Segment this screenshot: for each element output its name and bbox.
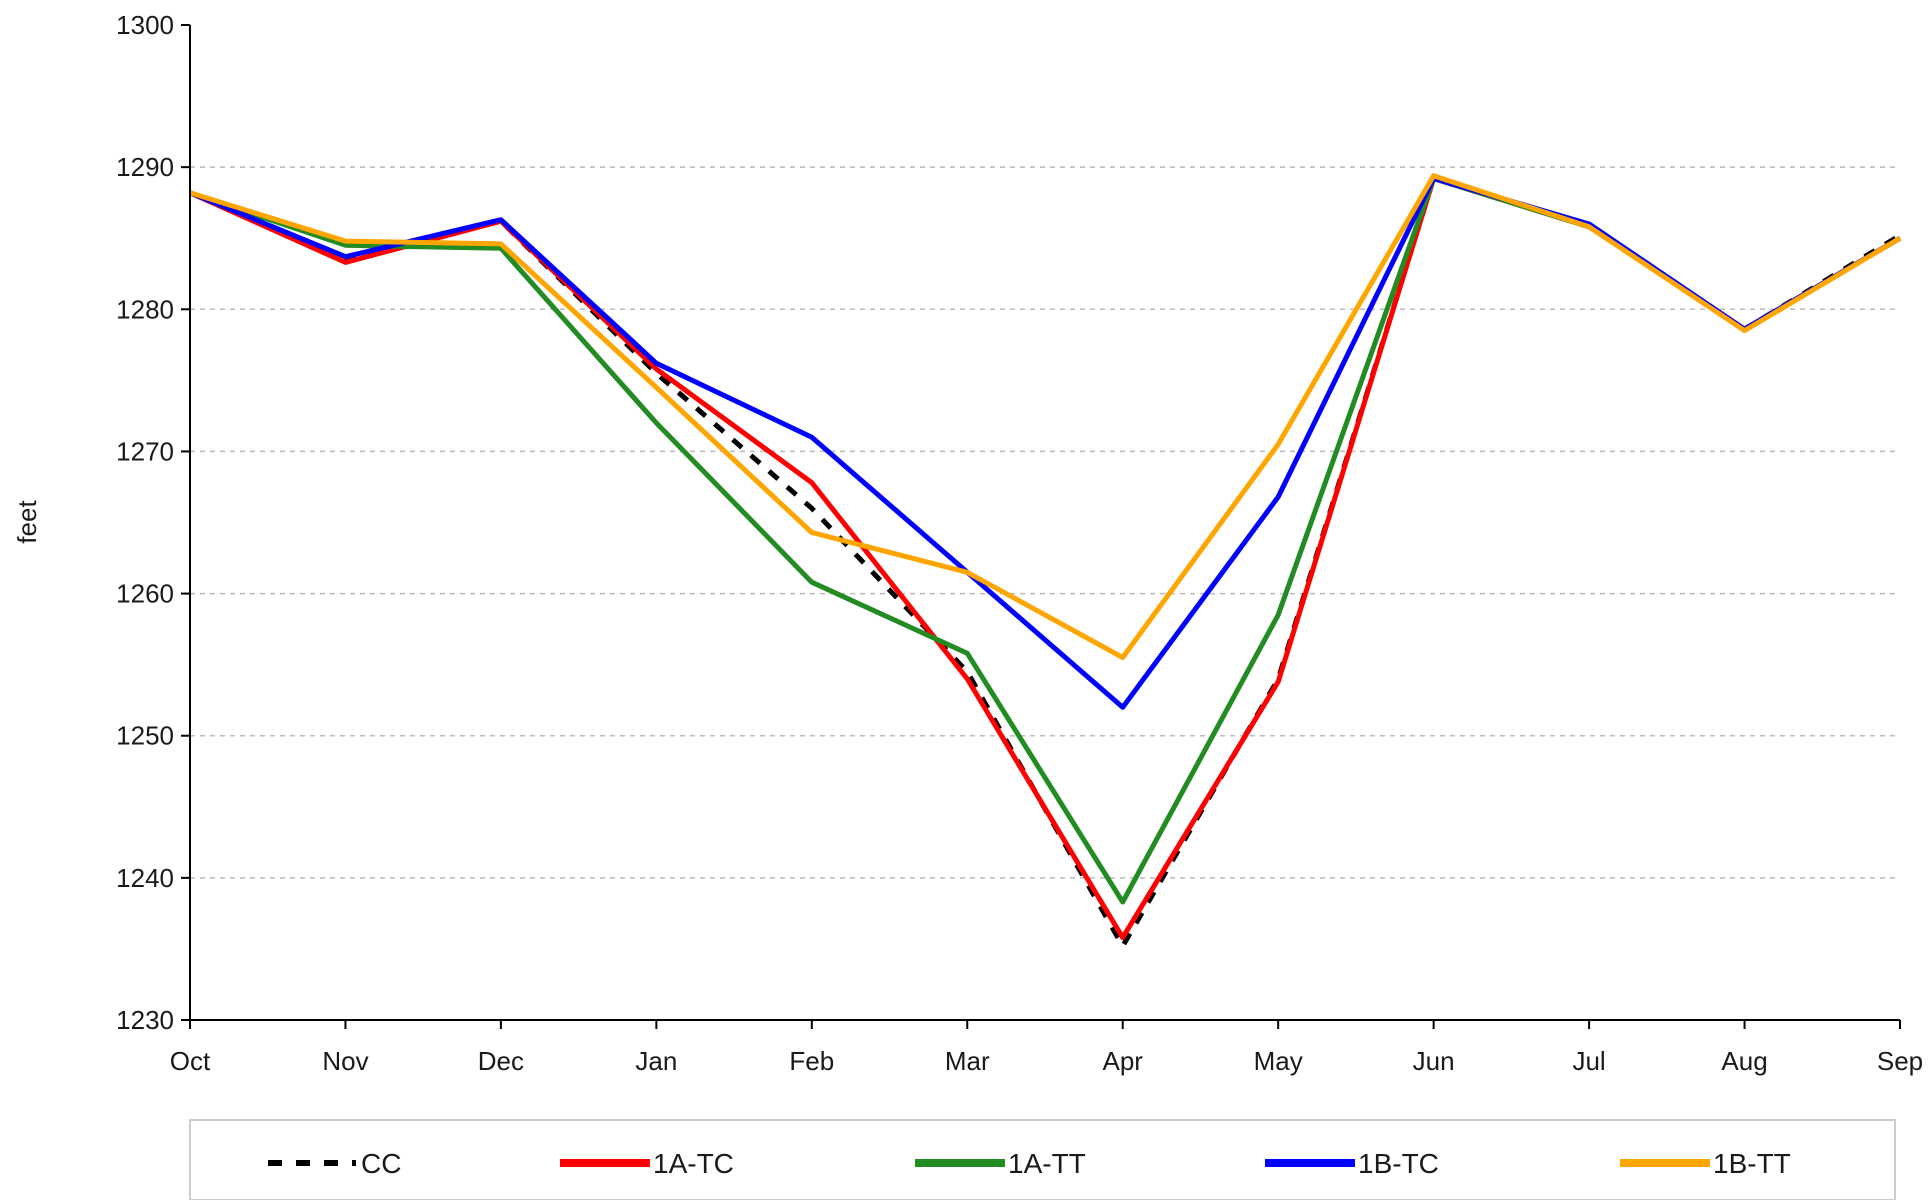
- x-tick-label: Dec: [478, 1046, 524, 1076]
- x-tick-label: Aug: [1721, 1046, 1767, 1076]
- x-tick-label: May: [1254, 1046, 1303, 1076]
- axes: [181, 24, 1901, 1029]
- series-line-1a-tt: [189, 176, 1902, 905]
- legend-label: CC: [361, 1148, 401, 1179]
- tick-labels: 1230 1240 1250 1260 1270 1280 1290 1300 Oct Nov De…: [116, 10, 1923, 1076]
- x-tick-label: Jul: [1572, 1046, 1605, 1076]
- series-lines: [188, 173, 1902, 949]
- y-tick-label: 1260: [116, 579, 174, 609]
- legend-label: 1A-TT: [1008, 1148, 1086, 1179]
- x-tick-label: Mar: [945, 1046, 990, 1076]
- series-line-1b-tt: [189, 173, 1902, 660]
- series-line-1b-tc: [189, 176, 1902, 710]
- legend-label: 1B-TC: [1358, 1148, 1439, 1179]
- legend: CC 1A-TC 1A-TT 1B-TC 1B-TT: [189, 1119, 1896, 1200]
- legend-label: 1A-TC: [653, 1148, 734, 1179]
- y-tick-label: 1300: [116, 10, 174, 40]
- x-tick-label: Sep: [1877, 1046, 1923, 1076]
- x-tick-label: Nov: [322, 1046, 368, 1076]
- legend-box: [189, 1119, 1896, 1200]
- y-tick-label: 1230: [116, 1005, 174, 1035]
- x-tick-label: Oct: [170, 1046, 211, 1076]
- x-tick-label: Apr: [1102, 1046, 1143, 1076]
- y-tick-label: 1240: [116, 863, 174, 893]
- y-tick-label: 1280: [116, 294, 174, 324]
- y-tick-label: 1250: [116, 721, 174, 751]
- y-tick-label: 1290: [116, 152, 174, 182]
- series-line-1a-tc: [188, 176, 1902, 941]
- y-axis-title: feet: [12, 500, 42, 544]
- legend-label: 1B-TT: [1713, 1148, 1791, 1179]
- x-tick-label: Jan: [635, 1046, 677, 1076]
- series-line-cc: [189, 176, 1902, 949]
- x-tick-label: Feb: [789, 1046, 834, 1076]
- y-tick-label: 1270: [116, 436, 174, 466]
- gridlines: [190, 166, 1900, 879]
- x-tick-label: Jun: [1413, 1046, 1455, 1076]
